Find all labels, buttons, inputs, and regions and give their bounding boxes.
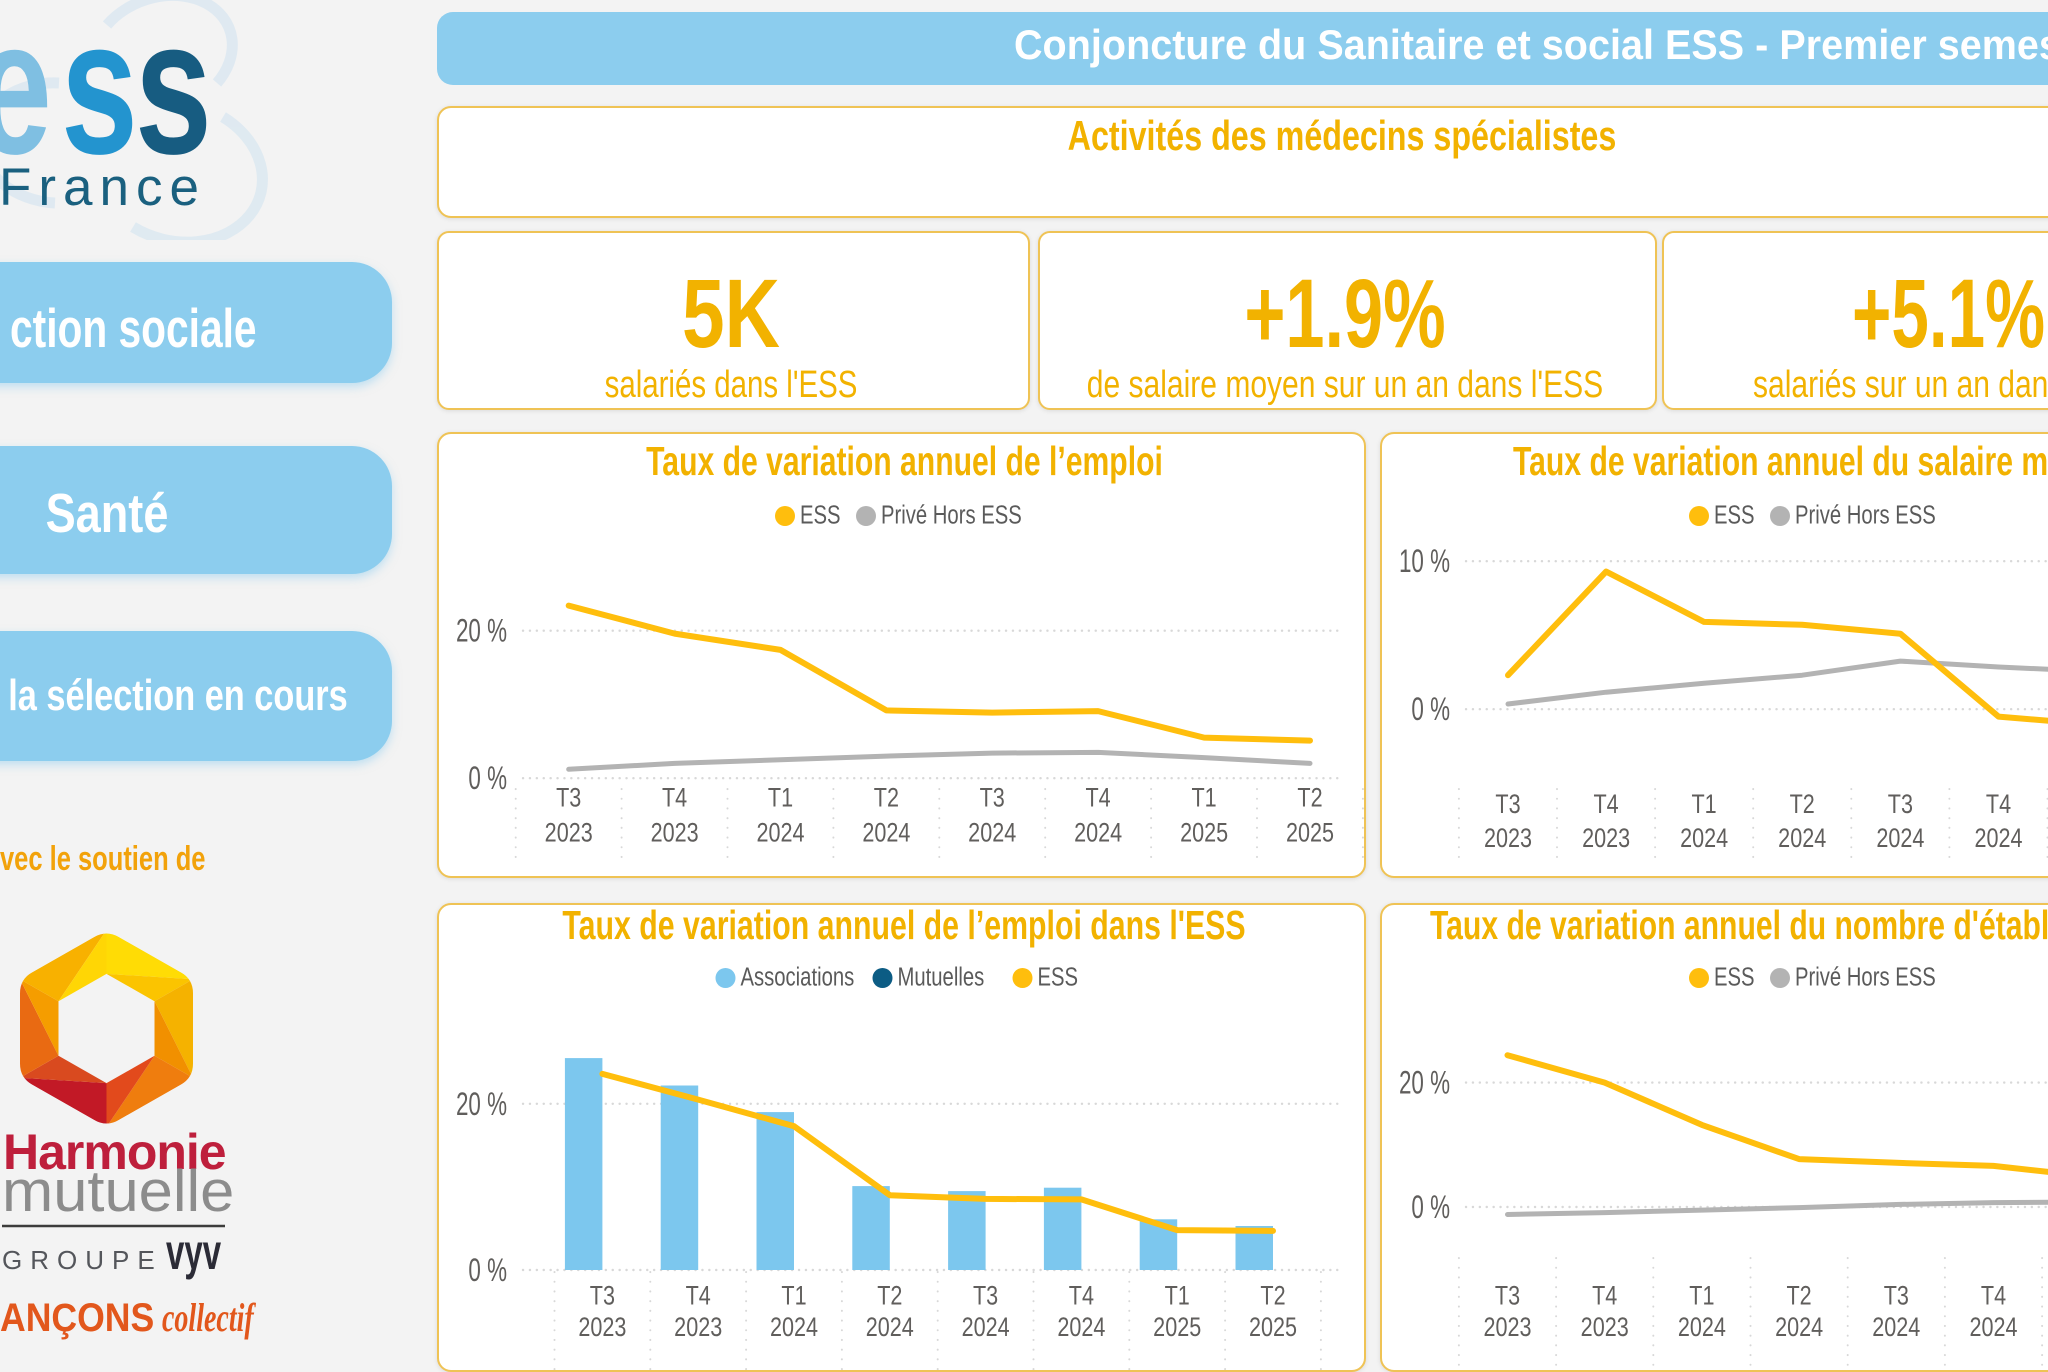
svg-text:2024: 2024: [1074, 818, 1122, 848]
svg-text:Associations: Associations: [741, 962, 855, 991]
svg-text:Mutuelles: Mutuelles: [898, 962, 985, 991]
svg-text:2025: 2025: [1249, 1313, 1297, 1343]
svg-text:Privé Hors ESS: Privé Hors ESS: [881, 500, 1022, 529]
svg-text:Taux de variation annuel de l’: Taux de variation annuel de l’emploi dan…: [562, 905, 1245, 948]
svg-text:2024: 2024: [1678, 1313, 1726, 1343]
svg-text:20 %: 20 %: [456, 1086, 507, 1122]
svg-text:T1: T1: [1191, 783, 1216, 813]
svg-text:ESS: ESS: [800, 500, 841, 529]
svg-text:2024: 2024: [1778, 824, 1826, 854]
svg-text:e: e: [0, 0, 52, 194]
svg-text:2024: 2024: [862, 818, 910, 848]
svg-text:ESS: ESS: [1038, 962, 1079, 991]
svg-text:T4: T4: [1593, 790, 1618, 820]
svg-text:T2: T2: [1297, 783, 1322, 813]
svg-text:T4: T4: [686, 1281, 711, 1311]
svg-text:T4: T4: [1069, 1281, 1094, 1311]
svg-text:2023: 2023: [545, 818, 593, 848]
svg-text:2023: 2023: [1581, 1313, 1629, 1343]
svg-text:2024: 2024: [1974, 824, 2022, 854]
svg-text:T2: T2: [877, 1281, 902, 1311]
svg-text:T4: T4: [1085, 783, 1110, 813]
svg-text:T2: T2: [1260, 1281, 1285, 1311]
svg-text:2023: 2023: [1483, 1313, 1531, 1343]
svg-text:2024: 2024: [1876, 824, 1924, 854]
svg-text:10 %: 10 %: [1399, 543, 1450, 579]
svg-text:T4: T4: [1981, 1281, 2006, 1311]
svg-text:T3: T3: [973, 1281, 998, 1311]
svg-text:T2: T2: [1790, 790, 1815, 820]
svg-text:T3: T3: [556, 783, 581, 813]
svg-text:2024: 2024: [968, 818, 1016, 848]
svg-text:T2: T2: [1786, 1281, 1811, 1311]
svg-text:Taux de variation annuel de l’: Taux de variation annuel de l’emploi: [646, 437, 1163, 484]
svg-text:s: s: [61, 0, 138, 194]
svg-text:2024: 2024: [1057, 1313, 1105, 1343]
svg-text:vyv: vyv: [166, 1224, 221, 1279]
svg-text:T3: T3: [1495, 790, 1520, 820]
svg-text:2023: 2023: [1484, 824, 1532, 854]
svg-text:20 %: 20 %: [456, 613, 507, 649]
svg-text:0 %: 0 %: [1411, 691, 1450, 727]
svg-text:Taux de variation annuel du no: Taux de variation annuel du nombre d'éta…: [1430, 905, 2048, 948]
svg-text:s: s: [135, 0, 212, 194]
svg-text:Privé Hors ESS: Privé Hors ESS: [1795, 962, 1936, 991]
svg-text:2025: 2025: [1153, 1313, 1201, 1343]
svg-text:2024: 2024: [756, 818, 804, 848]
svg-text:2023: 2023: [651, 818, 699, 848]
svg-text:ESS: ESS: [1714, 962, 1755, 991]
svg-text:2025: 2025: [1180, 818, 1228, 848]
svg-text:2025: 2025: [1286, 818, 1334, 848]
svg-text:2024: 2024: [962, 1313, 1010, 1343]
svg-text:T3: T3: [590, 1281, 615, 1311]
svg-text:T3: T3: [1888, 790, 1913, 820]
svg-text:2024: 2024: [866, 1313, 914, 1343]
svg-text:2023: 2023: [1582, 824, 1630, 854]
svg-text:2024: 2024: [1872, 1313, 1920, 1343]
svg-text:T2: T2: [874, 783, 899, 813]
svg-text:0 %: 0 %: [1411, 1189, 1450, 1225]
svg-text:20 %: 20 %: [1399, 1065, 1450, 1101]
svg-text:Privé Hors ESS: Privé Hors ESS: [1795, 500, 1936, 529]
svg-text:T3: T3: [1884, 1281, 1909, 1311]
svg-text:2023: 2023: [674, 1313, 722, 1343]
svg-text:mutuelle: mutuelle: [2, 1159, 234, 1224]
svg-text:T1: T1: [768, 783, 793, 813]
svg-text:2024: 2024: [770, 1313, 818, 1343]
svg-text:Taux de variation annuel du sa: Taux de variation annuel du salaire moye…: [1513, 437, 2048, 484]
svg-text:2024: 2024: [1775, 1313, 1823, 1343]
svg-text:T4: T4: [662, 783, 687, 813]
svg-text:ANÇONS: ANÇONS: [0, 1296, 154, 1340]
svg-text:T4: T4: [1986, 790, 2011, 820]
svg-text:T3: T3: [980, 783, 1005, 813]
svg-text:GROUPE: GROUPE: [2, 1245, 163, 1275]
svg-text:2024: 2024: [1969, 1313, 2017, 1343]
svg-text:collectif: collectif: [162, 1296, 257, 1340]
svg-text:T1: T1: [781, 1281, 806, 1311]
svg-text:T1: T1: [1689, 1281, 1714, 1311]
svg-text:T4: T4: [1592, 1281, 1617, 1311]
svg-text:Harmonie: Harmonie: [3, 1124, 226, 1180]
svg-text:0 %: 0 %: [468, 1252, 507, 1288]
svg-text:ESS: ESS: [1714, 500, 1755, 529]
svg-text:T1: T1: [1165, 1281, 1190, 1311]
svg-text:0 %: 0 %: [468, 760, 507, 796]
svg-text:T3: T3: [1495, 1281, 1520, 1311]
svg-text:T1: T1: [1691, 790, 1716, 820]
svg-text:2023: 2023: [578, 1313, 626, 1343]
svg-text:2024: 2024: [1680, 824, 1728, 854]
svg-text:France: France: [0, 158, 206, 217]
